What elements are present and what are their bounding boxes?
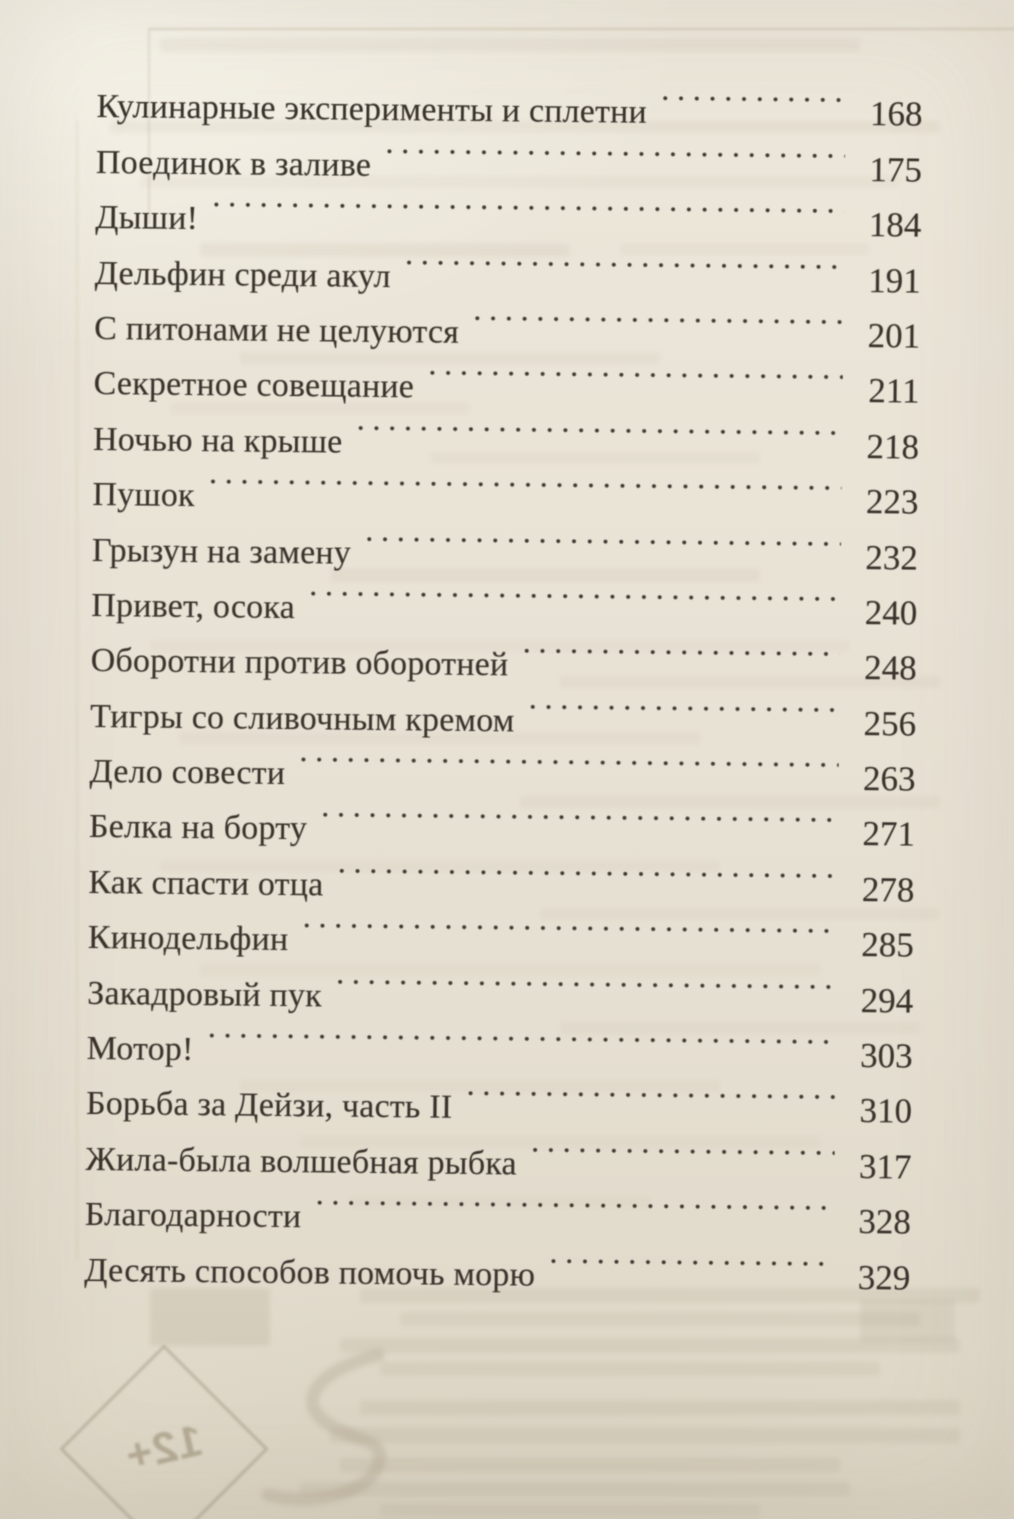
toc-entry: Грызун на замену 232 — [92, 505, 919, 577]
toc-entry-title: Благодарности — [84, 1196, 302, 1236]
toc-entry-title: Привет, осока — [91, 586, 296, 627]
toc-entry-page-number: 184 — [868, 205, 922, 245]
toc-entry-page-number: 285 — [861, 925, 914, 965]
dot-leader — [298, 895, 837, 956]
toc-entry-page-number: 294 — [860, 980, 914, 1021]
showthrough-smudge — [380, 1504, 760, 1517]
dot-leader — [317, 784, 839, 845]
toc-entry-page-number: 256 — [863, 703, 917, 744]
toc-entry: Мотор! 303 — [86, 1004, 914, 1076]
showthrough-smudge — [340, 1338, 960, 1353]
dot-leader — [332, 951, 837, 1012]
toc-entry-page-number: 329 — [857, 1257, 911, 1298]
toc-entry-title: Дельфин среди акул — [94, 254, 391, 295]
toc-entry-page-number: 248 — [863, 648, 917, 688]
toc-entry-page-number: 328 — [858, 1202, 912, 1242]
toc-entry-title: Борьба за Дейзи, часть II — [85, 1085, 453, 1127]
toc-entry-title: Дыши! — [95, 199, 199, 238]
showthrough-margin-edge — [76, 120, 78, 1260]
toc-entry-page-number: 310 — [859, 1091, 913, 1132]
dot-leader — [527, 1119, 835, 1178]
dot-leader — [205, 451, 842, 513]
age-rating-badge-showthrough: 12+ — [59, 1344, 269, 1519]
toc-entry-title: Дело совести — [89, 753, 286, 793]
toc-entry-page-number: 211 — [868, 371, 920, 411]
toc-entry-title: Десять способов помочь морю — [84, 1251, 536, 1294]
dot-leader — [333, 840, 837, 901]
toc-entry-page-number: 223 — [865, 482, 919, 522]
toc-entry-title: С питонами не целуются — [94, 309, 460, 351]
toc-entry-page-number: 278 — [861, 869, 915, 910]
toc-entry-title: Как спасти отца — [88, 863, 324, 904]
dot-leader — [469, 287, 844, 346]
dot-leader — [208, 174, 845, 236]
toc-entry-title: Мотор! — [86, 1029, 194, 1069]
toc-entry-page-number: 201 — [867, 316, 921, 356]
showthrough-smudge — [360, 1400, 960, 1415]
dot-leader — [657, 68, 846, 125]
toc-entry-page-number: 240 — [864, 592, 918, 633]
toc-entry: Кулинарные эксперименты и сплетни 168 — [96, 62, 923, 134]
showthrough-smudge — [300, 1482, 850, 1496]
showthrough-smudge — [330, 1428, 960, 1443]
toc-entry-page-number: 232 — [865, 537, 919, 578]
dot-leader — [352, 397, 842, 458]
toc-entry-page-number: 168 — [869, 94, 923, 135]
dot-leader — [311, 1172, 834, 1233]
dot-leader — [545, 1230, 834, 1288]
toc-entry-page-number: 218 — [866, 426, 920, 467]
toc-entry: Дельфин среди акул 191 — [95, 228, 922, 301]
toc-entry: Пушок 223 — [92, 450, 919, 522]
toc-entry-title: Кинодельфин — [87, 919, 289, 959]
dot-leader — [462, 1063, 835, 1122]
toc-entry: Дыши! 184 — [95, 173, 922, 245]
showthrough-smudge — [860, 1300, 955, 1342]
dot-leader — [203, 1005, 836, 1067]
dot-leader — [381, 120, 845, 180]
dot-leader — [518, 620, 840, 679]
dot-leader — [295, 729, 839, 790]
showthrough-smudge — [340, 1458, 840, 1472]
toc-entry-page-number: 263 — [862, 759, 916, 799]
dot-leader — [361, 508, 841, 568]
toc-entry-title: Белка на борту — [88, 808, 308, 848]
toc-entry-title: Пушок — [92, 476, 195, 515]
dot-leader — [401, 231, 845, 291]
toc-entry-page-number: 271 — [862, 814, 916, 855]
toc-entry-page-number: 175 — [869, 149, 923, 190]
showthrough-smudge — [380, 1362, 880, 1376]
showthrough-smudge — [400, 1312, 920, 1326]
dot-leader — [524, 676, 839, 735]
showthrough-smudge — [160, 38, 860, 52]
dot-leader — [305, 563, 841, 624]
toc-entry-page-number: 303 — [859, 1036, 913, 1076]
toc-entry-title: Оборотни против оборотней — [90, 642, 509, 684]
toc-entry: Борьба за Дейзи, часть II 310 — [86, 1059, 913, 1131]
age-rating-text: 12+ — [120, 1415, 208, 1482]
toc-entry-page-number: 191 — [868, 260, 921, 301]
toc-list: Кулинарные эксперименты и сплетни 168 По… — [84, 62, 923, 1297]
dot-leader — [424, 342, 843, 402]
toc-entry-page-number: 317 — [858, 1146, 912, 1187]
showthrough-swirl-graphic — [261, 1348, 387, 1506]
